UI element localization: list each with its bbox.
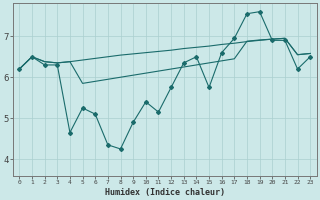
X-axis label: Humidex (Indice chaleur): Humidex (Indice chaleur): [105, 188, 225, 197]
